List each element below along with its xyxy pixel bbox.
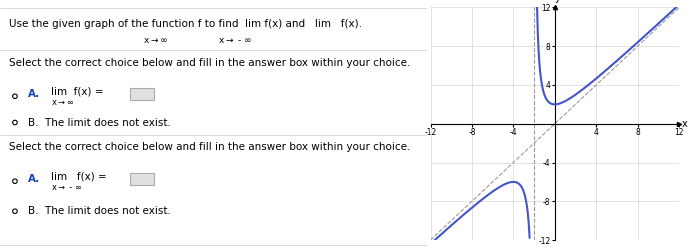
Text: Select the correct choice below and fill in the answer box within your choice.: Select the correct choice below and fill…	[8, 142, 410, 152]
Text: lim   f(x) =: lim f(x) =	[51, 171, 107, 181]
FancyBboxPatch shape	[130, 88, 154, 100]
Text: lim  f(x) =: lim f(x) =	[51, 86, 104, 96]
Text: x$\rightarrow$ - $\infty$: x$\rightarrow$ - $\infty$	[218, 36, 252, 45]
Text: x$\rightarrow$$\infty$: x$\rightarrow$$\infty$	[143, 36, 168, 45]
Text: B.  The limit does not exist.: B. The limit does not exist.	[28, 118, 171, 128]
Text: A.: A.	[28, 89, 40, 99]
FancyBboxPatch shape	[130, 173, 154, 185]
Text: x$\rightarrow$ - $\infty$: x$\rightarrow$ - $\infty$	[51, 183, 83, 192]
Text: x$\rightarrow$$\infty$: x$\rightarrow$$\infty$	[51, 98, 74, 107]
Text: Select the correct choice below and fill in the answer box within your choice.: Select the correct choice below and fill…	[8, 58, 410, 68]
Text: y: y	[555, 0, 561, 3]
Text: A.: A.	[28, 174, 40, 184]
Text: Use the given graph of the function f to find  lim f(x) and   lim   f(x).: Use the given graph of the function f to…	[8, 19, 361, 29]
Text: x: x	[682, 119, 688, 129]
Text: B.  The limit does not exist.: B. The limit does not exist.	[28, 206, 171, 216]
